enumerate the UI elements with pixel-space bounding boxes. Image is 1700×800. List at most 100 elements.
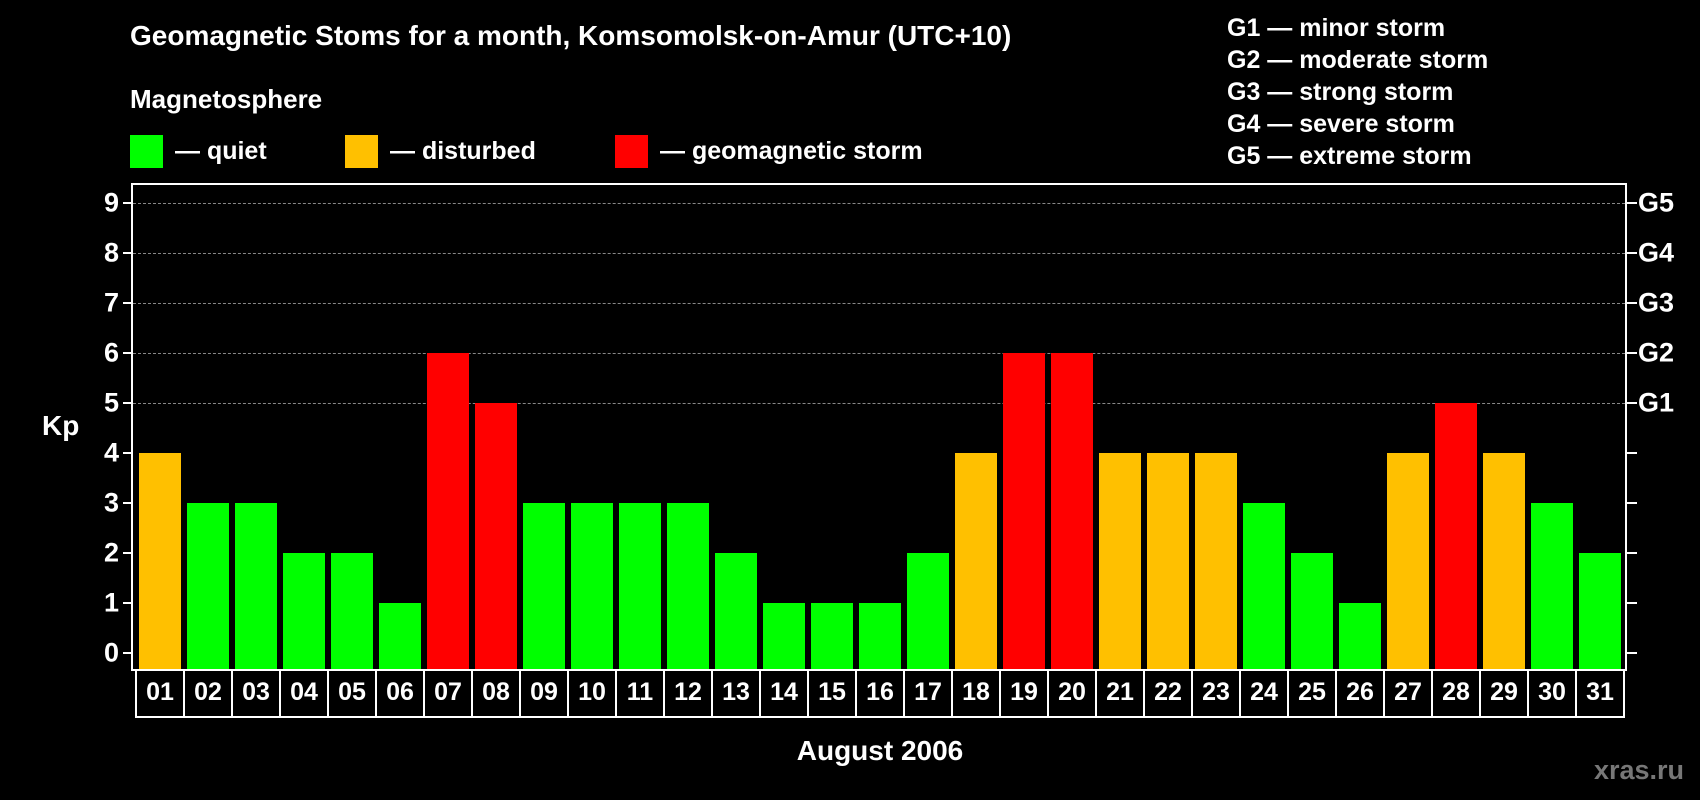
disturbed-swatch-icon	[345, 134, 378, 168]
y-tick-left	[123, 202, 131, 204]
y-axis-label: Kp	[42, 410, 80, 441]
day-label: 20	[1049, 669, 1097, 716]
day-label: 05	[329, 669, 377, 716]
grid-line	[133, 353, 1625, 354]
bar-day-19	[1003, 353, 1045, 669]
watermark: xras.ru	[1593, 755, 1684, 785]
y-tick-right	[1627, 452, 1637, 454]
day-label: 15	[809, 669, 857, 716]
bar-day-29	[1483, 453, 1525, 669]
y-tick-right	[1627, 502, 1637, 504]
day-label: 09	[521, 669, 569, 716]
y-tick-label: 4	[103, 437, 119, 468]
bar-day-03	[235, 503, 277, 669]
g4-description: G4 — severe storm	[1227, 110, 1455, 138]
bar-day-27	[1387, 453, 1429, 669]
bar-day-16	[859, 603, 901, 669]
day-label: 12	[665, 669, 713, 716]
day-label: 26	[1337, 669, 1385, 716]
bar-day-25	[1291, 553, 1333, 669]
day-label: 03	[233, 669, 281, 716]
quiet-swatch-icon	[130, 134, 163, 168]
bar-day-14	[763, 603, 805, 669]
day-label: 14	[761, 669, 809, 716]
y-tick-left	[123, 502, 131, 504]
day-label: 04	[281, 669, 329, 716]
bar-day-20	[1051, 353, 1093, 669]
y-tick-label: 5	[103, 387, 119, 418]
storm-swatch-icon	[615, 134, 648, 168]
bar-day-04	[283, 553, 325, 669]
g1-description: G1 — minor storm	[1227, 14, 1446, 42]
storm-level-label: G4	[1638, 237, 1675, 268]
bar-day-24	[1243, 503, 1285, 669]
y-tick-left	[123, 302, 131, 304]
y-tick-label: 7	[103, 287, 119, 318]
legend-heading: Magnetosphere	[130, 84, 323, 114]
day-label: 17	[905, 669, 953, 716]
g2-description: G2 — moderate storm	[1227, 46, 1489, 74]
bar-day-11	[619, 503, 661, 669]
bar-day-28	[1435, 403, 1477, 669]
storm-level-label: G3	[1638, 287, 1675, 318]
bar-day-10	[571, 503, 613, 669]
y-tick-label: 8	[103, 237, 119, 268]
legend-label-quiet: — quiet	[175, 136, 267, 165]
day-label: 27	[1385, 669, 1433, 716]
day-label: 19	[1001, 669, 1049, 716]
y-tick-left	[123, 352, 131, 354]
bar-day-05	[331, 553, 373, 669]
bar-day-09	[523, 503, 565, 669]
bar-day-31	[1579, 553, 1621, 669]
day-label: 07	[425, 669, 473, 716]
bar-day-06	[379, 603, 421, 669]
grid-line	[133, 253, 1625, 254]
bar-day-12	[667, 503, 709, 669]
grid-line	[133, 403, 1625, 404]
plot-area: 0 1 2 3 4 5 6 7 8 9 G1 G2 G3 G4 G5	[104, 183, 1674, 671]
y-tick-label: 2	[103, 537, 119, 568]
bar-day-13	[715, 553, 757, 669]
day-label: 02	[185, 669, 233, 716]
day-label: 24	[1241, 669, 1289, 716]
day-label: 16	[857, 669, 905, 716]
g3-description: G3 — strong storm	[1227, 78, 1454, 106]
day-label: 23	[1193, 669, 1241, 716]
legend-item-quiet: — quiet	[130, 134, 267, 168]
legend-item-disturbed: — disturbed	[345, 134, 536, 168]
bar-day-15	[811, 603, 853, 669]
y-tick-label: 3	[103, 487, 119, 518]
y-tick-label: 1	[103, 587, 119, 618]
storm-scale-legend: G1 — minor storm G2 — moderate storm G3 …	[1227, 12, 1488, 172]
day-label: 29	[1481, 669, 1529, 716]
bar-day-17	[907, 553, 949, 669]
y-tick-left	[123, 602, 131, 604]
y-tick-left	[123, 452, 131, 454]
grid-line	[133, 203, 1625, 204]
g5-description: G5 — extreme storm	[1227, 142, 1472, 170]
y-tick-left	[123, 402, 131, 404]
y-tick-left	[123, 652, 131, 654]
x-axis-day-labels: 01 02 03 04 05 06 07 08 09 10 11 12 13 14 15 16 17 18 19 20…	[135, 669, 1625, 718]
y-tick-label: 6	[103, 337, 119, 368]
bar-day-21	[1099, 453, 1141, 669]
bar-day-22	[1147, 453, 1189, 669]
y-tick-right	[1627, 352, 1637, 354]
y-tick-right	[1627, 602, 1637, 604]
bar-day-02	[187, 503, 229, 669]
y-tick-right	[1627, 402, 1637, 404]
y-tick-label: 9	[103, 187, 119, 218]
y-tick-right	[1627, 252, 1637, 254]
y-tick-right	[1627, 652, 1637, 654]
y-tick-label: 0	[103, 637, 119, 668]
y-tick-left	[123, 552, 131, 554]
bar-day-23	[1195, 453, 1237, 669]
day-label: 01	[137, 669, 185, 716]
day-label: 10	[569, 669, 617, 716]
storm-level-label: G2	[1638, 337, 1675, 368]
storm-level-label: G5	[1638, 187, 1675, 218]
day-label: 28	[1433, 669, 1481, 716]
day-label: 25	[1289, 669, 1337, 716]
day-label: 06	[377, 669, 425, 716]
chart-title: Geomagnetic Stoms for a month, Komsomols…	[130, 20, 1012, 51]
